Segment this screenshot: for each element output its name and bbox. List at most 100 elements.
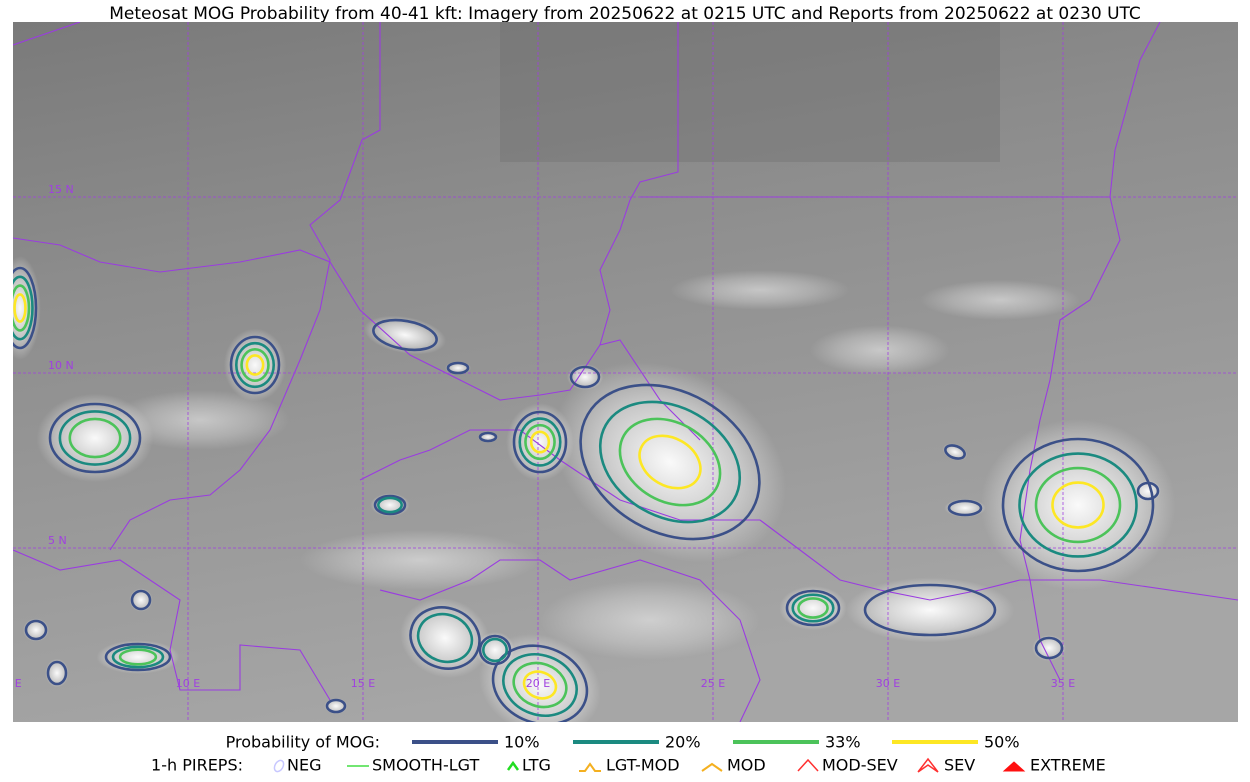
cloud-top [96,640,180,674]
map: 15 N 10 N 5 N 5 E 10 E 15 E 20 E 25 E 30… [4,22,1238,722]
cloud-top [980,419,1176,591]
probability-contour [598,400,742,524]
dark-region [500,22,1000,162]
probability-contour [48,402,142,474]
legend-label: NEG [287,756,321,775]
graticule [13,22,1238,722]
legend-label: MOD [727,756,766,775]
probability-contour [502,653,578,717]
lon-label: 15 E [351,677,375,690]
lon-label: 5 E [4,677,21,690]
probability-contour [111,645,165,669]
legend-title: Probability of MOG: [226,733,380,752]
lat-label: 10 N [48,359,74,372]
lon-label: 20 E [526,677,550,690]
pirep-icon [506,760,520,771]
probability-contour [130,589,152,611]
probability-contour [1034,466,1122,544]
cloud-top [363,315,447,355]
cloud [110,390,290,450]
probability-contour [376,496,403,514]
legend-label: MOD-SEV [822,756,898,775]
probability-contour [618,417,722,507]
probability-contour [229,335,281,395]
legend-label: EXTREME [1030,756,1106,775]
cloud [540,580,760,660]
probability-contour [373,494,407,516]
title: Meteosat MOG Probability from 40-41 kft:… [109,4,1141,24]
legend-label: 10% [504,733,540,752]
pirep-icon [579,762,601,772]
legend-label: LGT-MOD [606,756,680,775]
border [13,237,701,441]
probability-contour [785,589,841,627]
probability-contour [944,444,966,460]
cloud [920,280,1080,320]
probability-contour [524,423,556,461]
probability-contour [529,430,551,454]
probability-contour [13,275,34,341]
cloud-top [223,328,287,402]
probability-contour [791,593,835,623]
probability-contour [118,648,158,666]
probability-contour [13,284,31,332]
legend: Probability of MOG: 1-h PIREPS: 10% 20% 33… [151,733,1106,775]
border [640,22,1161,198]
probability-contour [518,417,562,467]
probability-contour [797,597,829,619]
probability-contour [372,318,438,352]
pirep-icon [1002,761,1026,772]
borders [13,22,1238,722]
probability-contour [512,410,568,474]
legend-label: 33% [825,733,861,752]
probability-contour [416,612,474,664]
lon-label: 25 E [701,677,725,690]
probability-contour [1051,481,1105,529]
probability-contour [46,660,68,686]
pirep-icon [917,757,939,773]
probability-contour [325,698,347,714]
lon-label: 30 E [876,677,900,690]
border [13,549,331,701]
lat-label: 5 N [48,534,67,547]
probability-contour [947,499,983,517]
probability-contour [522,670,558,700]
probability-contour [409,606,481,670]
cloud-top [13,256,41,360]
probability-contour [245,354,265,376]
probability-contour [234,341,276,389]
probability-contour [446,361,470,375]
probability-contour [13,266,38,350]
legend-label: SEV [944,756,975,775]
probability-contour [58,410,132,466]
probability-contour [579,383,761,541]
probability-contour [569,365,601,389]
probability-contour [638,434,702,490]
probability-contour [24,619,48,641]
probability-contour [478,431,498,443]
cloud [810,325,950,375]
probability-contour [68,417,122,459]
cloud [300,530,540,590]
probability-contour [481,637,508,663]
border [1019,196,1121,681]
pirep-icon [797,758,819,772]
border [359,429,1238,601]
lon-label: 35 E [1051,677,1075,690]
cloud-top [779,585,847,631]
probability-contour [478,634,512,666]
legend-title: 1-h PIREPS: [151,756,243,775]
legend-label: 50% [984,733,1020,752]
pirep-icon [701,762,723,772]
probability-contour [1034,636,1064,660]
contours [13,266,1160,722]
border [13,22,381,551]
probability-contour [1018,452,1138,558]
probability-contour [13,293,27,323]
cloud [670,270,850,310]
probability-contour [491,644,589,722]
legend-label: SMOOTH-LGT [372,756,479,775]
cloud-top [553,361,787,563]
legend-label: LTG [522,756,551,775]
